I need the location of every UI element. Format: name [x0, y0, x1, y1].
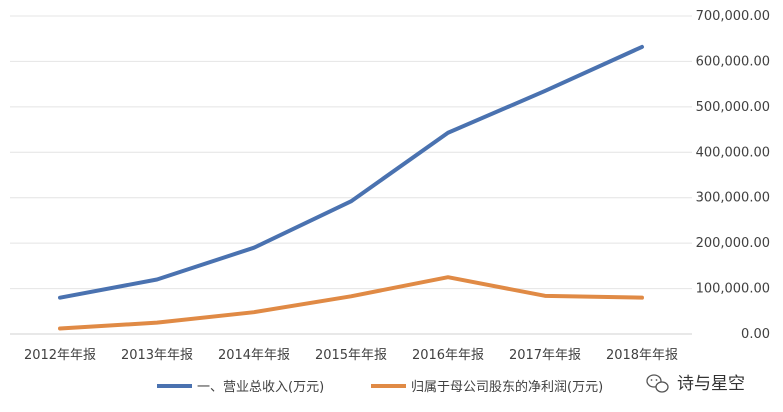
series-line-revenue	[58, 44, 644, 300]
y-tick-label: 500,000.00	[696, 100, 770, 115]
x-tick-label: 2017年年报	[509, 348, 581, 363]
y-axis-tick-labels: 0.00 100,000.00 200,000.00 300,000.00 400,00…	[696, 9, 770, 342]
y-tick-label: 400,000.00	[696, 145, 770, 160]
y-tick-label: 300,000.00	[696, 191, 770, 206]
x-tick-label: 2014年年报	[218, 348, 290, 363]
y-tick-label: 200,000.00	[696, 236, 770, 251]
y-tick-label: 100,000.00	[696, 282, 770, 297]
x-tick-label: 2018年年报	[606, 348, 678, 363]
legend: 一、营业总收入(万元) 归属于母公司股东的净利润(万元)	[157, 379, 603, 395]
y-tick-label: 600,000.00	[696, 54, 770, 69]
x-tick-label: 2016年年报	[412, 348, 484, 363]
wechat-icon	[646, 374, 669, 393]
legend-label-revenue: 一、营业总收入(万元)	[197, 380, 324, 395]
series-line-net-profit	[58, 275, 644, 331]
x-tick-label: 2013年年报	[121, 348, 193, 363]
watermark: 诗与星空	[646, 374, 745, 394]
x-tick-label: 2015年年报	[315, 348, 387, 363]
gridlines	[10, 15, 692, 335]
legend-label-net-profit: 归属于母公司股东的净利润(万元)	[411, 379, 603, 395]
y-tick-label: 0.00	[741, 327, 770, 342]
y-tick-label: 700,000.00	[696, 9, 770, 24]
x-tick-label: 2012年年报	[24, 348, 96, 363]
watermark-text: 诗与星空	[677, 374, 745, 394]
series-lines	[58, 44, 644, 331]
x-axis-tick-labels: 2012年年报 2013年年报 2014年年报 2015年年报 2016年年报 2017年…	[24, 348, 678, 363]
